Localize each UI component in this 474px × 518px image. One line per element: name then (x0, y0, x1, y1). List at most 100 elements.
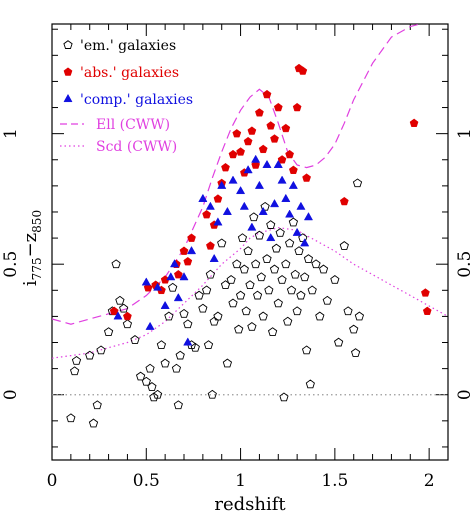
comp-galaxy-point (141, 277, 151, 286)
comp-galaxy-point (273, 159, 283, 168)
x-tick-label: 0 (47, 471, 58, 491)
em-galaxy-point (226, 275, 236, 284)
y-axis-title: i775−z850 (20, 210, 44, 286)
em-galaxy-point (283, 316, 293, 326)
em-galaxy-point (322, 295, 332, 305)
comp-galaxy-point (173, 292, 183, 302)
y-tick-label-left: 1 (1, 128, 21, 139)
em-galaxy-point (156, 340, 167, 350)
em-galaxy-point (254, 230, 265, 240)
em-galaxy-point (288, 217, 299, 227)
abs-galaxy-point (206, 241, 215, 250)
comp-galaxy-point (166, 272, 176, 281)
em-galaxy-point (296, 290, 306, 300)
abs-galaxy-point (123, 311, 132, 321)
comp-galaxy-point (251, 154, 261, 163)
em-galaxy-point (290, 269, 300, 279)
comp-galaxy-point (296, 201, 306, 210)
abs-galaxy-point (270, 134, 279, 143)
em-galaxy-point (266, 220, 276, 229)
em-galaxy-point (147, 382, 157, 391)
comp-galaxy-point (186, 245, 197, 255)
em-galaxy-point (305, 379, 315, 389)
em-galaxy-point (179, 308, 189, 318)
comp-galaxy-point (113, 311, 123, 320)
em-galaxy-point (349, 324, 359, 334)
em-galaxy-point (145, 363, 155, 373)
comp-galaxy-point (288, 180, 298, 189)
comp-galaxy-point (222, 206, 232, 215)
em-galaxy-point (262, 254, 272, 263)
em-galaxy-point (92, 400, 102, 410)
comp-galaxy-point (217, 180, 227, 189)
em-galaxy-point (239, 264, 249, 274)
abs-galaxy-point (179, 246, 189, 255)
comp-galaxy-point (292, 227, 302, 236)
em-galaxy-point (260, 201, 270, 211)
em-galaxy-point (350, 348, 361, 357)
em-galaxy-point (130, 335, 140, 344)
em-galaxy-point (249, 212, 259, 222)
em-galaxy-point (264, 285, 274, 295)
em-galaxy-point (315, 311, 325, 321)
em-galaxy-point (175, 350, 185, 360)
em-galaxy-point (343, 306, 353, 316)
abs-galaxy-point (339, 196, 349, 206)
abs-galaxy-point (213, 194, 223, 203)
abs-galaxy-point (228, 149, 238, 159)
em-galaxy-point (198, 303, 208, 313)
em-galaxy-point (311, 259, 321, 269)
comp-galaxy-point (300, 238, 310, 247)
comp-galaxy-point (213, 217, 223, 226)
x-tick-label: 1.5 (321, 471, 348, 491)
y-axis-title-i: i (20, 280, 41, 286)
em-galaxy-point (111, 259, 121, 269)
abs-galaxy-point (174, 269, 183, 279)
em-galaxy-point (66, 413, 76, 423)
abs-galaxy-point (232, 129, 242, 138)
em-galaxy-point (247, 322, 257, 331)
em-galaxy-point (352, 178, 363, 188)
em-galaxy-point (71, 355, 82, 365)
abs-galaxy-point (409, 118, 419, 127)
legend-abs-symbol (63, 67, 73, 76)
comp-galaxy-point (145, 321, 155, 330)
em-galaxy-point (267, 327, 278, 337)
abs-galaxy-point (273, 102, 283, 112)
em-galaxy-point (330, 275, 340, 284)
abs-galaxy-point (266, 121, 276, 130)
comp-galaxy-point (209, 253, 219, 262)
abs-galaxy-point (298, 66, 308, 75)
em-galaxy-point (160, 358, 170, 368)
comp-galaxy-point (169, 259, 180, 268)
legend-abs-label: 'abs.' galaxies (80, 65, 179, 81)
em-galaxy-point (243, 246, 253, 256)
abs-galaxy-point (187, 233, 196, 242)
em-galaxy-point (122, 319, 133, 329)
em-galaxy-point (271, 243, 282, 253)
em-galaxy-point (292, 306, 302, 316)
em-galaxy-point (115, 295, 125, 305)
em-galaxy-point (284, 238, 295, 248)
em-galaxy-point (173, 400, 183, 410)
em-galaxy-point (69, 366, 80, 376)
em-galaxy-point (201, 285, 212, 295)
em-galaxy-point (85, 350, 95, 360)
abs-galaxy-point (302, 173, 311, 182)
em-galaxy-point (234, 324, 244, 334)
em-galaxy-point (232, 259, 242, 269)
legend-comp-symbol (63, 93, 73, 103)
em-galaxy-point (149, 392, 159, 402)
x-tick-label: 0.5 (133, 471, 160, 491)
em-galaxy-point (217, 238, 227, 248)
y-axis-title-mid: −z (20, 233, 41, 258)
comp-galaxy-point (235, 185, 246, 195)
y-tick-label-right: 0 (455, 389, 474, 400)
em-galaxy-point (252, 290, 263, 300)
comp-galaxy-point (153, 282, 163, 291)
y-tick-label-right: 0.5 (455, 251, 474, 278)
em-galaxy-point (241, 306, 251, 316)
em-galaxy-point (103, 327, 114, 337)
em-galaxy-point (213, 311, 223, 321)
em-galaxy-point (318, 264, 329, 274)
